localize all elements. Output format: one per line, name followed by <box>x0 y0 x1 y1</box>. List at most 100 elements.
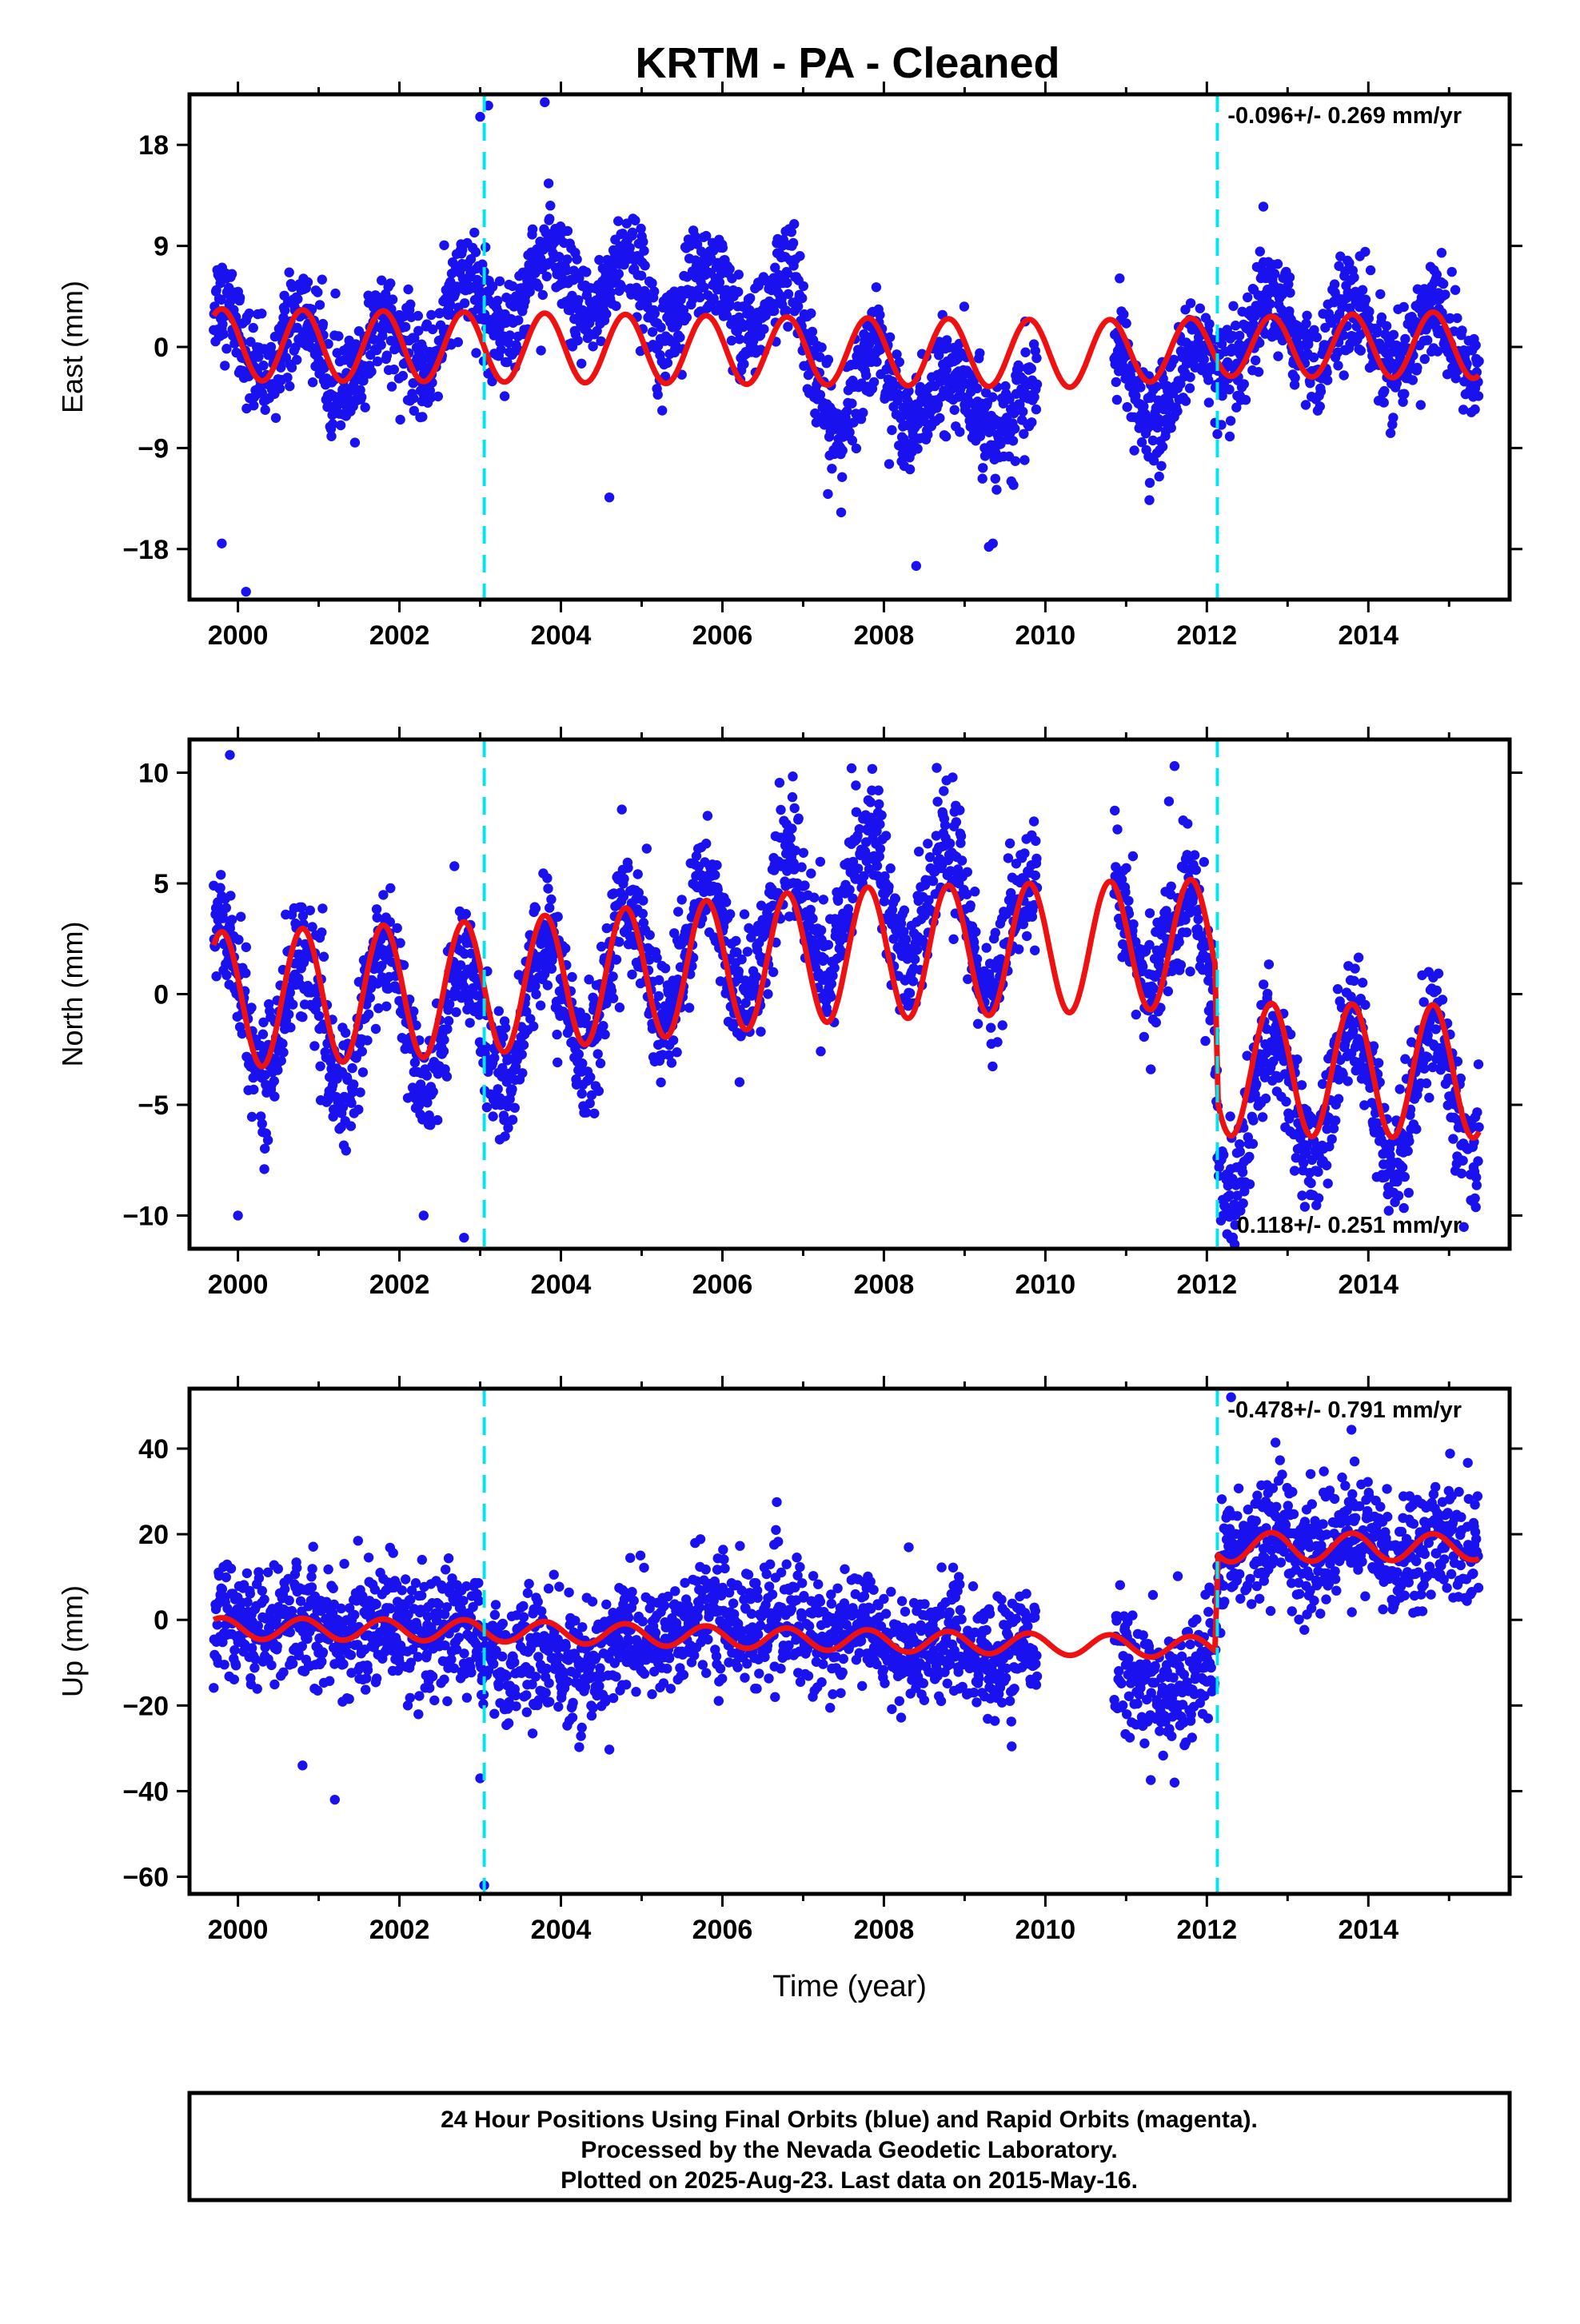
data-point <box>739 359 748 369</box>
data-point <box>317 275 327 285</box>
data-point <box>640 261 649 270</box>
data-point <box>585 1098 595 1108</box>
data-point <box>1235 331 1244 341</box>
data-point <box>656 322 665 332</box>
data-point <box>838 445 848 455</box>
data-point <box>650 309 660 318</box>
data-point <box>545 201 555 210</box>
data-point <box>884 459 894 468</box>
data-point <box>1241 395 1251 405</box>
data-point <box>1029 816 1039 826</box>
data-point <box>735 1077 744 1086</box>
data-point <box>542 873 552 883</box>
data-point <box>1300 1202 1310 1211</box>
data-point <box>1186 298 1195 308</box>
data-point <box>357 393 366 402</box>
data-point <box>562 254 572 264</box>
data-point <box>1128 919 1138 929</box>
data-point <box>1474 391 1483 401</box>
data-point <box>786 834 796 843</box>
x-tick-label: 2014 <box>1338 620 1398 651</box>
data-point <box>923 430 932 440</box>
data-point <box>806 309 816 318</box>
data-point <box>970 887 980 896</box>
data-point <box>1163 987 1173 996</box>
data-point <box>433 1115 442 1125</box>
data-point <box>1422 335 1432 345</box>
data-point <box>1185 383 1195 393</box>
data-point <box>293 294 302 304</box>
data-point <box>912 561 921 571</box>
data-point <box>725 909 735 919</box>
data-point <box>581 1013 591 1022</box>
data-point <box>1251 356 1260 365</box>
data-point <box>1259 201 1268 211</box>
data-point <box>645 930 655 939</box>
x-tick-label: 2012 <box>1177 620 1238 651</box>
data-point <box>884 882 893 891</box>
data-point <box>309 1041 319 1050</box>
data-point <box>318 319 328 329</box>
data-point <box>1350 963 1359 973</box>
data-point <box>543 980 553 990</box>
data-point <box>875 819 884 829</box>
data-point <box>1248 1115 1258 1125</box>
data-point <box>638 895 648 905</box>
data-point <box>988 393 997 402</box>
data-point <box>409 393 418 403</box>
data-point <box>660 963 670 973</box>
data-point <box>1014 944 1023 954</box>
data-point <box>905 988 915 998</box>
data-point <box>604 492 614 502</box>
data-point <box>701 839 711 848</box>
data-point <box>794 814 804 823</box>
data-point <box>500 1131 509 1141</box>
data-point <box>1156 461 1166 471</box>
data-point <box>731 936 740 946</box>
data-point <box>1131 1010 1141 1019</box>
x-tick-label: 2010 <box>1015 620 1076 651</box>
data-point <box>315 1062 325 1071</box>
data-point <box>552 1030 561 1039</box>
data-point <box>493 1084 503 1094</box>
data-point <box>819 895 828 904</box>
data-point <box>1020 348 1030 357</box>
y-tick-label: 0 <box>154 333 169 363</box>
data-point <box>1175 937 1184 947</box>
data-point <box>1112 824 1122 834</box>
data-point <box>638 909 648 919</box>
data-point <box>1193 915 1203 924</box>
data-point <box>317 927 326 937</box>
data-point <box>471 348 481 357</box>
data-point <box>1284 306 1294 316</box>
data-point <box>353 1105 363 1114</box>
data-point <box>317 903 327 913</box>
data-point <box>1239 1198 1248 1208</box>
data-point <box>740 909 749 919</box>
data-point <box>536 345 545 355</box>
data-point <box>1472 1107 1482 1117</box>
data-point <box>630 216 640 225</box>
data-point <box>269 1076 279 1086</box>
data-point <box>439 1035 449 1045</box>
data-point <box>389 365 399 374</box>
data-point <box>1399 302 1409 312</box>
data-point <box>1333 361 1343 370</box>
data-point <box>536 1001 545 1011</box>
data-point <box>1170 761 1179 771</box>
data-point <box>545 213 554 223</box>
y-tick-label: 18 <box>138 130 169 161</box>
data-point <box>1167 882 1176 891</box>
data-point <box>1450 285 1460 295</box>
data-point <box>241 968 250 978</box>
data-point <box>858 408 868 417</box>
data-point <box>809 893 819 903</box>
data-point <box>816 857 825 867</box>
data-point <box>1225 432 1235 441</box>
data-point <box>1472 1180 1482 1190</box>
data-point <box>948 772 957 782</box>
data-point <box>1151 1018 1161 1027</box>
data-point <box>799 848 808 858</box>
data-point <box>1031 871 1040 880</box>
